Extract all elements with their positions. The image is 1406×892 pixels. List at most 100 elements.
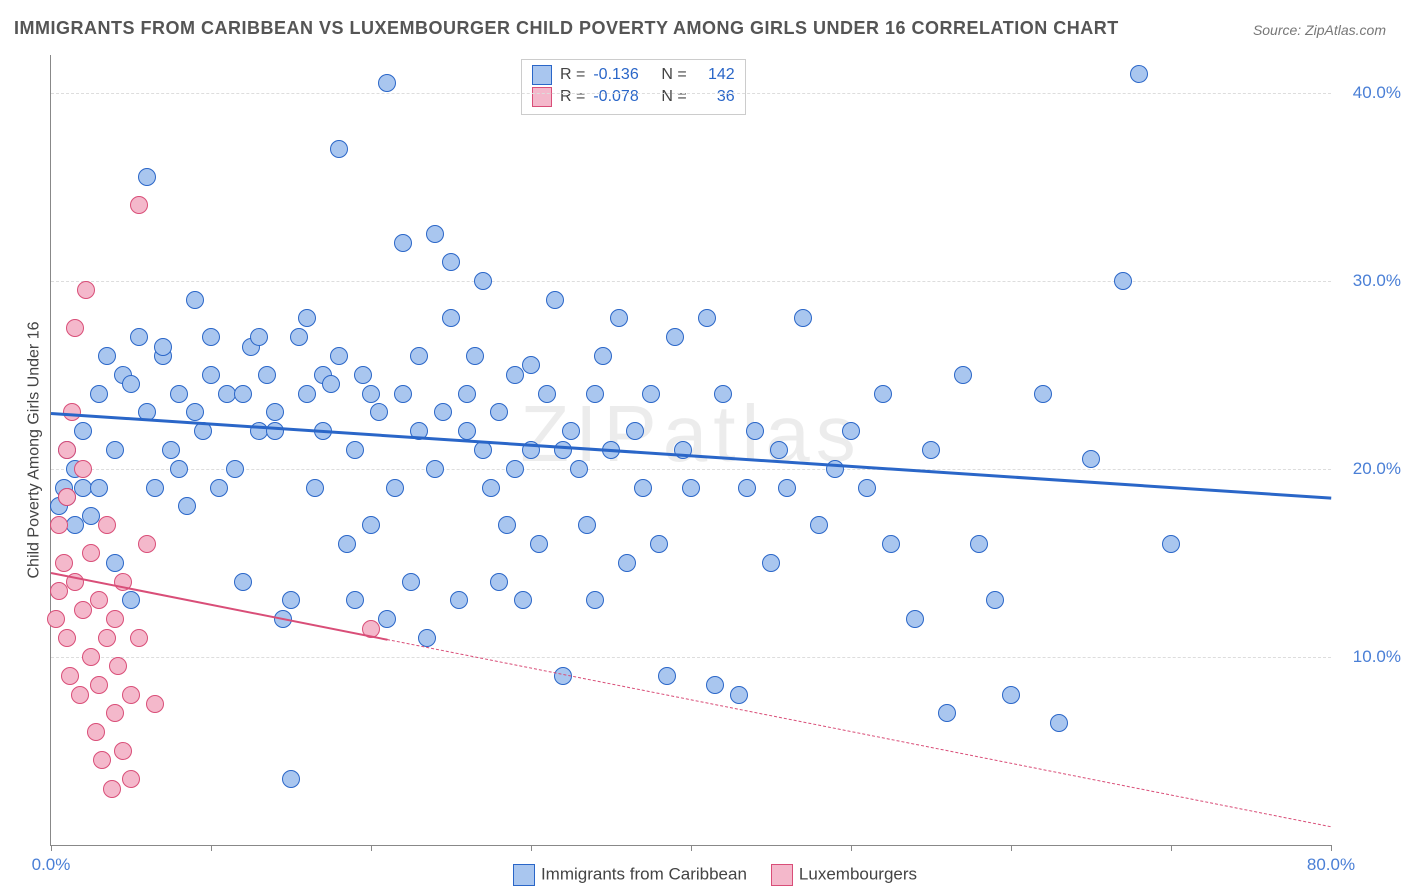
y-axis-label-wrap: Child Poverty Among Girls Under 16 — [24, 55, 44, 845]
data-point — [346, 591, 364, 609]
data-point — [858, 479, 876, 497]
data-point — [986, 591, 1004, 609]
legend-swatch — [771, 864, 793, 886]
data-point — [402, 573, 420, 591]
data-point — [730, 686, 748, 704]
data-point — [130, 196, 148, 214]
data-point — [338, 535, 356, 553]
y-tick-label: 20.0% — [1353, 459, 1401, 479]
data-point — [530, 535, 548, 553]
data-point — [106, 610, 124, 628]
data-point — [562, 422, 580, 440]
data-point — [266, 403, 284, 421]
x-tick-mark — [1011, 845, 1012, 851]
legend-correlation: R =-0.136N =142R =-0.078N =36 — [521, 59, 746, 115]
data-point — [186, 403, 204, 421]
data-point — [58, 488, 76, 506]
data-point — [130, 629, 148, 647]
y-tick-label: 10.0% — [1353, 647, 1401, 667]
data-point — [578, 516, 596, 534]
data-point — [1114, 272, 1132, 290]
data-point — [378, 610, 396, 628]
data-point — [1130, 65, 1148, 83]
x-tick-mark — [531, 845, 532, 851]
data-point — [146, 479, 164, 497]
data-point — [618, 554, 636, 572]
data-point — [386, 479, 404, 497]
legend-series: Immigrants from CaribbeanLuxembourgers — [0, 864, 1406, 886]
data-point — [538, 385, 556, 403]
legend-n-label: N = — [661, 86, 686, 108]
data-point — [71, 686, 89, 704]
data-point — [282, 770, 300, 788]
data-point — [146, 695, 164, 713]
chart-container: IMMIGRANTS FROM CARIBBEAN VS LUXEMBOURGE… — [0, 0, 1406, 892]
data-point — [282, 591, 300, 609]
data-point — [130, 328, 148, 346]
data-point — [330, 140, 348, 158]
data-point — [498, 516, 516, 534]
data-point — [650, 535, 668, 553]
legend-row: R =-0.136N =142 — [532, 64, 735, 86]
data-point — [330, 347, 348, 365]
data-point — [770, 441, 788, 459]
data-point — [554, 441, 572, 459]
data-point — [47, 610, 65, 628]
data-point — [938, 704, 956, 722]
data-point — [634, 479, 652, 497]
data-point — [346, 441, 364, 459]
legend-row: R =-0.078N =36 — [532, 86, 735, 108]
data-point — [50, 582, 68, 600]
legend-swatch — [513, 864, 535, 886]
data-point — [482, 479, 500, 497]
data-point — [426, 460, 444, 478]
data-point — [546, 291, 564, 309]
data-point — [746, 422, 764, 440]
y-tick-label: 30.0% — [1353, 271, 1401, 291]
data-point — [474, 272, 492, 290]
data-point — [77, 281, 95, 299]
data-point — [738, 479, 756, 497]
data-point — [90, 676, 108, 694]
data-point — [362, 385, 380, 403]
data-point — [90, 479, 108, 497]
data-point — [426, 225, 444, 243]
data-point — [106, 554, 124, 572]
data-point — [226, 460, 244, 478]
data-point — [82, 648, 100, 666]
legend-n-value: 36 — [695, 86, 735, 108]
data-point — [82, 544, 100, 562]
data-point — [506, 366, 524, 384]
data-point — [762, 554, 780, 572]
data-point — [306, 479, 324, 497]
data-point — [586, 385, 604, 403]
data-point — [354, 366, 372, 384]
data-point — [266, 422, 284, 440]
legend-r-label: R = — [560, 86, 585, 108]
data-point — [298, 385, 316, 403]
data-point — [698, 309, 716, 327]
data-point — [418, 629, 436, 647]
legend-r-value: -0.136 — [593, 64, 653, 86]
y-tick-label: 40.0% — [1353, 83, 1401, 103]
data-point — [210, 479, 228, 497]
data-point — [234, 573, 252, 591]
data-point — [810, 516, 828, 534]
chart-title: IMMIGRANTS FROM CARIBBEAN VS LUXEMBOURGE… — [14, 18, 1119, 39]
data-point — [114, 742, 132, 760]
data-point — [178, 497, 196, 515]
legend-label: Immigrants from Caribbean — [541, 864, 747, 883]
data-point — [626, 422, 644, 440]
data-point — [290, 328, 308, 346]
data-point — [98, 629, 116, 647]
x-tick-mark — [371, 845, 372, 851]
data-point — [1082, 450, 1100, 468]
data-point — [103, 780, 121, 798]
data-point — [74, 601, 92, 619]
data-point — [506, 460, 524, 478]
data-point — [434, 403, 452, 421]
data-point — [93, 751, 111, 769]
data-point — [234, 385, 252, 403]
x-tick-mark — [1171, 845, 1172, 851]
legend-swatch — [532, 65, 552, 85]
